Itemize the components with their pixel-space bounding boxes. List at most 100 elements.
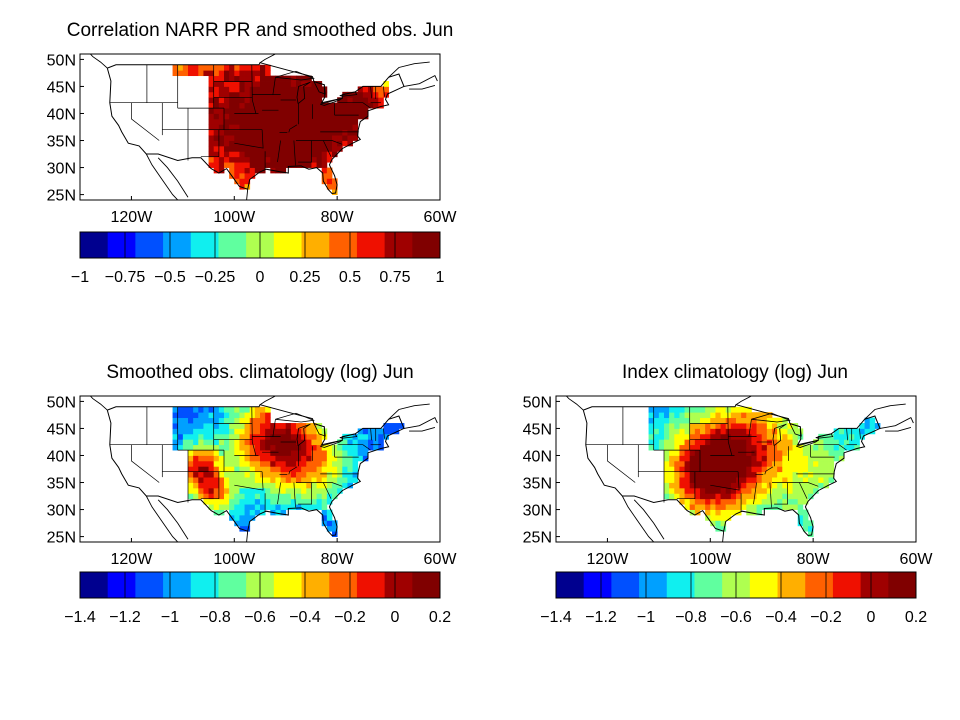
field-cell	[254, 167, 261, 174]
field-cell	[218, 450, 225, 456]
field-cell	[218, 118, 225, 125]
field-cell	[260, 439, 266, 446]
field-cell	[332, 455, 338, 462]
field-cell	[224, 477, 230, 483]
field-cell	[239, 102, 245, 109]
field-cell	[208, 97, 215, 104]
lat-tick-label: 25N	[47, 188, 76, 205]
field-cell	[669, 477, 675, 483]
field-cell	[260, 498, 266, 505]
field-cell	[188, 428, 194, 435]
field-cell	[244, 91, 251, 98]
field-cell	[316, 471, 323, 478]
field-cell	[285, 433, 292, 440]
field-cell	[357, 444, 364, 451]
field-cell	[321, 455, 328, 462]
field-cell	[275, 455, 281, 462]
field-cell	[198, 460, 204, 467]
field-cell	[265, 86, 271, 93]
field-cell	[270, 423, 276, 429]
field-cell	[772, 466, 778, 473]
field-cell	[326, 124, 333, 131]
field-cell	[296, 91, 302, 98]
field-cell	[254, 64, 261, 71]
field-cell	[730, 417, 737, 424]
field-cell	[725, 423, 732, 429]
field-cell	[290, 118, 297, 125]
field-cell	[275, 439, 281, 446]
colorbar-swatch	[80, 572, 109, 598]
field-cell	[823, 477, 829, 483]
lat-tick-label: 25N	[47, 530, 76, 547]
colorbar-tick-label: 0	[867, 609, 876, 626]
field-cell	[229, 487, 235, 494]
field-cell	[818, 433, 824, 440]
field-cell	[337, 455, 343, 462]
field-cell	[218, 444, 225, 451]
field-cell	[710, 444, 716, 451]
field-cell	[689, 498, 696, 505]
field-cell	[172, 428, 179, 435]
field-cell	[229, 140, 235, 147]
field-cell	[172, 439, 179, 446]
boundary-line	[879, 416, 914, 429]
field-cell	[689, 477, 696, 483]
field-cell	[746, 417, 752, 424]
field-cell	[705, 487, 711, 494]
field-cell	[249, 172, 256, 179]
field-cell	[700, 444, 706, 451]
boundary-line	[339, 433, 358, 439]
field-cell	[766, 487, 773, 494]
field-cell	[260, 412, 266, 419]
field-cell	[234, 156, 240, 163]
field-cell	[689, 509, 696, 516]
field-cell	[234, 81, 240, 87]
field-cell	[285, 444, 292, 451]
field-cell	[239, 433, 245, 440]
field-cell	[249, 423, 256, 429]
field-cell	[321, 493, 328, 500]
field-cell	[244, 406, 251, 413]
field-cell	[244, 81, 251, 87]
colorbar-swatch	[163, 572, 192, 598]
field-cell	[720, 439, 727, 446]
field-cell	[746, 428, 752, 435]
field-cell	[316, 460, 323, 467]
field-cell	[694, 455, 701, 462]
field-cell	[710, 498, 716, 505]
field-cell	[213, 140, 220, 147]
field-cell	[182, 428, 189, 435]
field-cell	[306, 439, 312, 446]
field-cell	[854, 428, 860, 435]
field-cell	[229, 509, 235, 516]
field-cell	[751, 412, 757, 419]
lat-tick-label: 50N	[47, 52, 76, 69]
field-cell	[679, 412, 685, 419]
field-cell	[260, 64, 266, 71]
field-cell	[874, 423, 881, 429]
field-cell	[321, 504, 328, 510]
field-cell	[756, 466, 763, 473]
field-cell	[756, 487, 763, 494]
field-cell	[674, 471, 680, 478]
field-cell	[290, 487, 297, 494]
field-cell	[239, 428, 245, 435]
field-cell	[756, 493, 763, 500]
field-cell	[193, 428, 199, 435]
field-cell	[208, 504, 215, 510]
colorbar-tick-label: −0.4	[289, 609, 321, 626]
lon-tick-label: 80W	[797, 551, 831, 568]
boundary-line	[275, 70, 316, 81]
boundary-line	[338, 102, 371, 109]
field-cell	[347, 118, 353, 125]
field-cell	[265, 455, 271, 462]
field-cell	[193, 64, 199, 71]
field-cell	[715, 466, 721, 473]
field-cell	[275, 140, 281, 147]
field-cell	[342, 477, 348, 483]
field-cell	[736, 471, 742, 478]
field-cell	[234, 113, 240, 120]
field-cell	[782, 444, 788, 451]
field-cell	[234, 471, 240, 478]
